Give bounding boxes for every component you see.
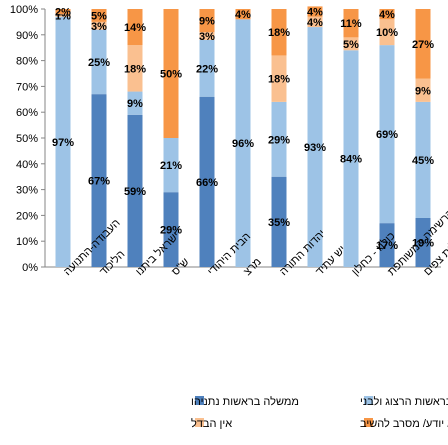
y-tick-label: 40% — [16, 159, 38, 171]
y-tick-label: 30% — [16, 185, 38, 197]
legend: ממשלה בראשות נתניהו ממשלה בראשות הרצוג ול… — [191, 395, 448, 430]
bar-segment — [91, 94, 107, 267]
data-label: 59% — [124, 186, 146, 198]
data-label: 66% — [196, 177, 218, 189]
y-tick-label: 20% — [16, 210, 38, 222]
legend-label: אין הבדל — [191, 417, 232, 430]
y-tick-label: 90% — [16, 30, 38, 42]
data-label: 9% — [199, 16, 215, 28]
data-label: 17% — [376, 240, 398, 252]
bar-segment — [415, 101, 431, 218]
bar-segment — [127, 91, 143, 115]
bar-segment — [415, 78, 431, 102]
data-label: 97% — [52, 137, 74, 149]
data-label: 50% — [160, 69, 182, 81]
data-label: 2% — [55, 7, 71, 19]
data-label: 27% — [412, 39, 434, 51]
bar-segment — [235, 9, 251, 20]
data-label: 14% — [124, 22, 146, 34]
bar-segment — [307, 27, 323, 268]
legend-label: ממשלה בראשות נתניהו — [191, 395, 299, 408]
data-label: 18% — [268, 27, 290, 39]
data-label: 19% — [412, 237, 434, 249]
bar-segment — [127, 114, 143, 267]
bar-segment — [343, 37, 359, 51]
y-tick-label: 70% — [16, 81, 38, 93]
data-label: 29% — [268, 134, 290, 146]
bar-segment — [379, 9, 395, 20]
bars: 97%1%2%67%25%3%5%59%9%18%14%29%21%50%66%… — [52, 6, 434, 268]
bar-segment — [91, 9, 107, 22]
bar-segment — [91, 29, 107, 95]
data-label: 18% — [268, 74, 290, 86]
bar-segment — [379, 45, 395, 224]
bar-segment — [199, 9, 215, 33]
legend-label: לא יודע/ מסרב להשיב — [360, 417, 448, 430]
bar-segment — [271, 9, 287, 56]
data-label: 22% — [196, 63, 218, 75]
legend-label: ממשלה בראשות הרצוג ולבני — [360, 395, 448, 408]
bar-segment — [55, 16, 71, 267]
bar-segment — [55, 9, 71, 15]
data-label: 3% — [91, 21, 107, 33]
bar-segment — [379, 223, 395, 267]
data-label: 9% — [415, 85, 431, 97]
bar-segment — [55, 14, 71, 17]
y-tick-label: 100% — [10, 4, 38, 16]
data-label: 21% — [160, 160, 182, 172]
data-label: 5% — [91, 10, 107, 22]
data-label: 25% — [88, 57, 110, 69]
bar-segment — [163, 192, 179, 267]
bar-segment — [271, 101, 287, 177]
bar-segment — [307, 16, 323, 28]
bar-segment — [127, 9, 143, 46]
y-axis: 0% 10% 20% 30% 40% 50% 60% 70% 80% 90% 100% — [10, 4, 441, 274]
data-label: 93% — [304, 142, 326, 154]
data-label: 96% — [232, 138, 254, 150]
y-tick-label: 50% — [16, 133, 38, 145]
data-label: 45% — [412, 155, 434, 167]
bar-segment — [91, 21, 107, 30]
bar-segment — [343, 50, 359, 267]
bar-segment — [271, 176, 287, 267]
bar-segment — [415, 217, 431, 267]
bar-segment — [127, 45, 143, 92]
data-label: 29% — [160, 225, 182, 237]
y-tick-label: 10% — [16, 236, 38, 248]
data-label: 3% — [199, 31, 215, 43]
data-label: 5% — [343, 39, 359, 51]
bar-segment — [163, 9, 179, 138]
bar-segment — [199, 96, 215, 267]
data-label: 9% — [127, 98, 143, 110]
bar-segment — [271, 55, 287, 102]
bar-segment — [163, 138, 179, 193]
data-label: 18% — [124, 63, 146, 75]
bar-segment — [199, 32, 215, 40]
bar-segment — [199, 39, 215, 97]
data-label: 4% — [307, 7, 323, 19]
legend-swatch — [364, 418, 373, 427]
data-label: 4% — [235, 9, 251, 21]
data-label: 84% — [340, 154, 362, 166]
bar-segment — [379, 19, 395, 46]
data-label: 11% — [340, 18, 362, 30]
data-label: 67% — [88, 176, 110, 188]
data-label: 4% — [307, 17, 323, 29]
y-tick-label: 80% — [16, 56, 38, 68]
bar-segment — [235, 19, 251, 267]
bar-segment — [415, 9, 431, 79]
y-tick-label: 60% — [16, 107, 38, 119]
legend-swatch — [195, 396, 204, 405]
y-tick-label: 0% — [22, 262, 38, 274]
legend-swatch — [195, 418, 204, 427]
legend-swatch — [364, 396, 373, 405]
data-label: 4% — [379, 9, 395, 21]
bar-segment — [307, 6, 323, 17]
data-label: 35% — [268, 217, 290, 229]
data-label: 10% — [376, 27, 398, 39]
data-label: 69% — [376, 129, 398, 141]
bar-segment — [343, 9, 359, 38]
